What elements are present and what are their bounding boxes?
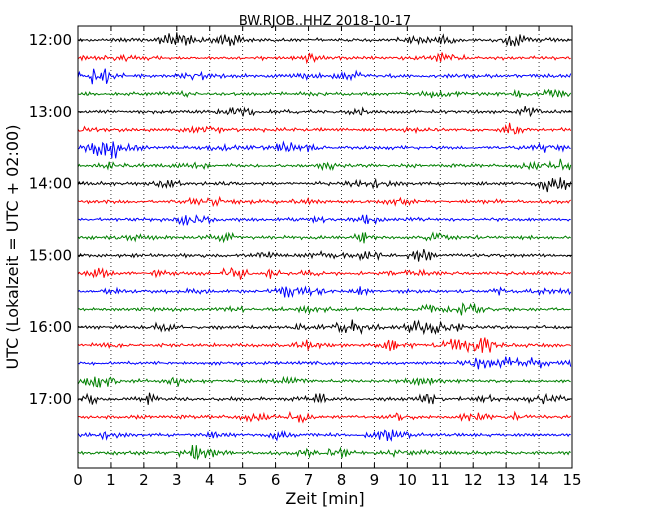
trace-line (77, 32, 571, 47)
x-tick-label: 9 (370, 471, 380, 489)
trace-line (77, 410, 572, 424)
y-tick-label: 12:00 (29, 31, 72, 49)
trace-line (77, 248, 572, 262)
x-tick-label: 14 (530, 471, 549, 489)
x-tick-label: 11 (431, 471, 450, 489)
y-tick-label: 16:00 (29, 318, 72, 336)
x-tick-label: 12 (464, 471, 483, 489)
trace-line (77, 214, 571, 227)
trace-line (77, 140, 571, 159)
trace-line (77, 122, 572, 135)
y-axis-ticks: 12:00 13:00 14:00 15:00 16:00 17:00 (29, 31, 572, 408)
trace-line (77, 158, 572, 172)
trace-line (77, 302, 571, 316)
x-tick-label: 6 (271, 471, 281, 489)
x-tick-label: 5 (238, 471, 248, 489)
trace-line (77, 88, 572, 99)
x-axis-ticks: 0 1 2 3 4 5 6 7 8 9 10 11 12 13 14 15 (73, 26, 582, 489)
x-tick-label: 8 (337, 471, 347, 489)
x-tick-label: 3 (172, 471, 182, 489)
trace-line (77, 444, 571, 461)
trace-line (77, 285, 572, 299)
x-tick-label: 10 (398, 471, 417, 489)
x-tick-label: 4 (205, 471, 215, 489)
trace-line (77, 195, 571, 208)
grid-lines (110, 26, 540, 468)
trace-line (77, 106, 572, 118)
y-tick-label: 13:00 (29, 103, 72, 121)
plot-frame (77, 25, 573, 469)
trace-line (77, 267, 572, 280)
y-tick-label: 17:00 (29, 390, 72, 408)
trace-line (77, 429, 571, 442)
y-tick-label: 15:00 (29, 246, 72, 264)
y-tick-label: 14:00 (29, 175, 72, 193)
chart-title: BW.RJOB..HHZ 2018-10-17 (239, 14, 411, 29)
y-axis-label: UTC (Lokalzeit = UTC + 02:00) (3, 125, 22, 370)
x-tick-label: 1 (106, 471, 116, 489)
x-tick-label: 0 (73, 471, 83, 489)
x-tick-label: 15 (562, 471, 581, 489)
trace-line (77, 177, 572, 193)
seismogram-traces (77, 32, 572, 461)
trace-line (77, 356, 572, 370)
trace-line (77, 319, 571, 336)
x-tick-label: 2 (139, 471, 149, 489)
x-axis-label: Zeit [min] (285, 489, 364, 508)
trace-line (77, 68, 572, 85)
x-tick-label: 7 (304, 471, 314, 489)
x-tick-label: 13 (497, 471, 516, 489)
trace-line (77, 375, 571, 388)
trace-line (77, 231, 571, 244)
trace-line (77, 52, 571, 65)
trace-line (77, 337, 572, 354)
trace-line (77, 392, 572, 405)
